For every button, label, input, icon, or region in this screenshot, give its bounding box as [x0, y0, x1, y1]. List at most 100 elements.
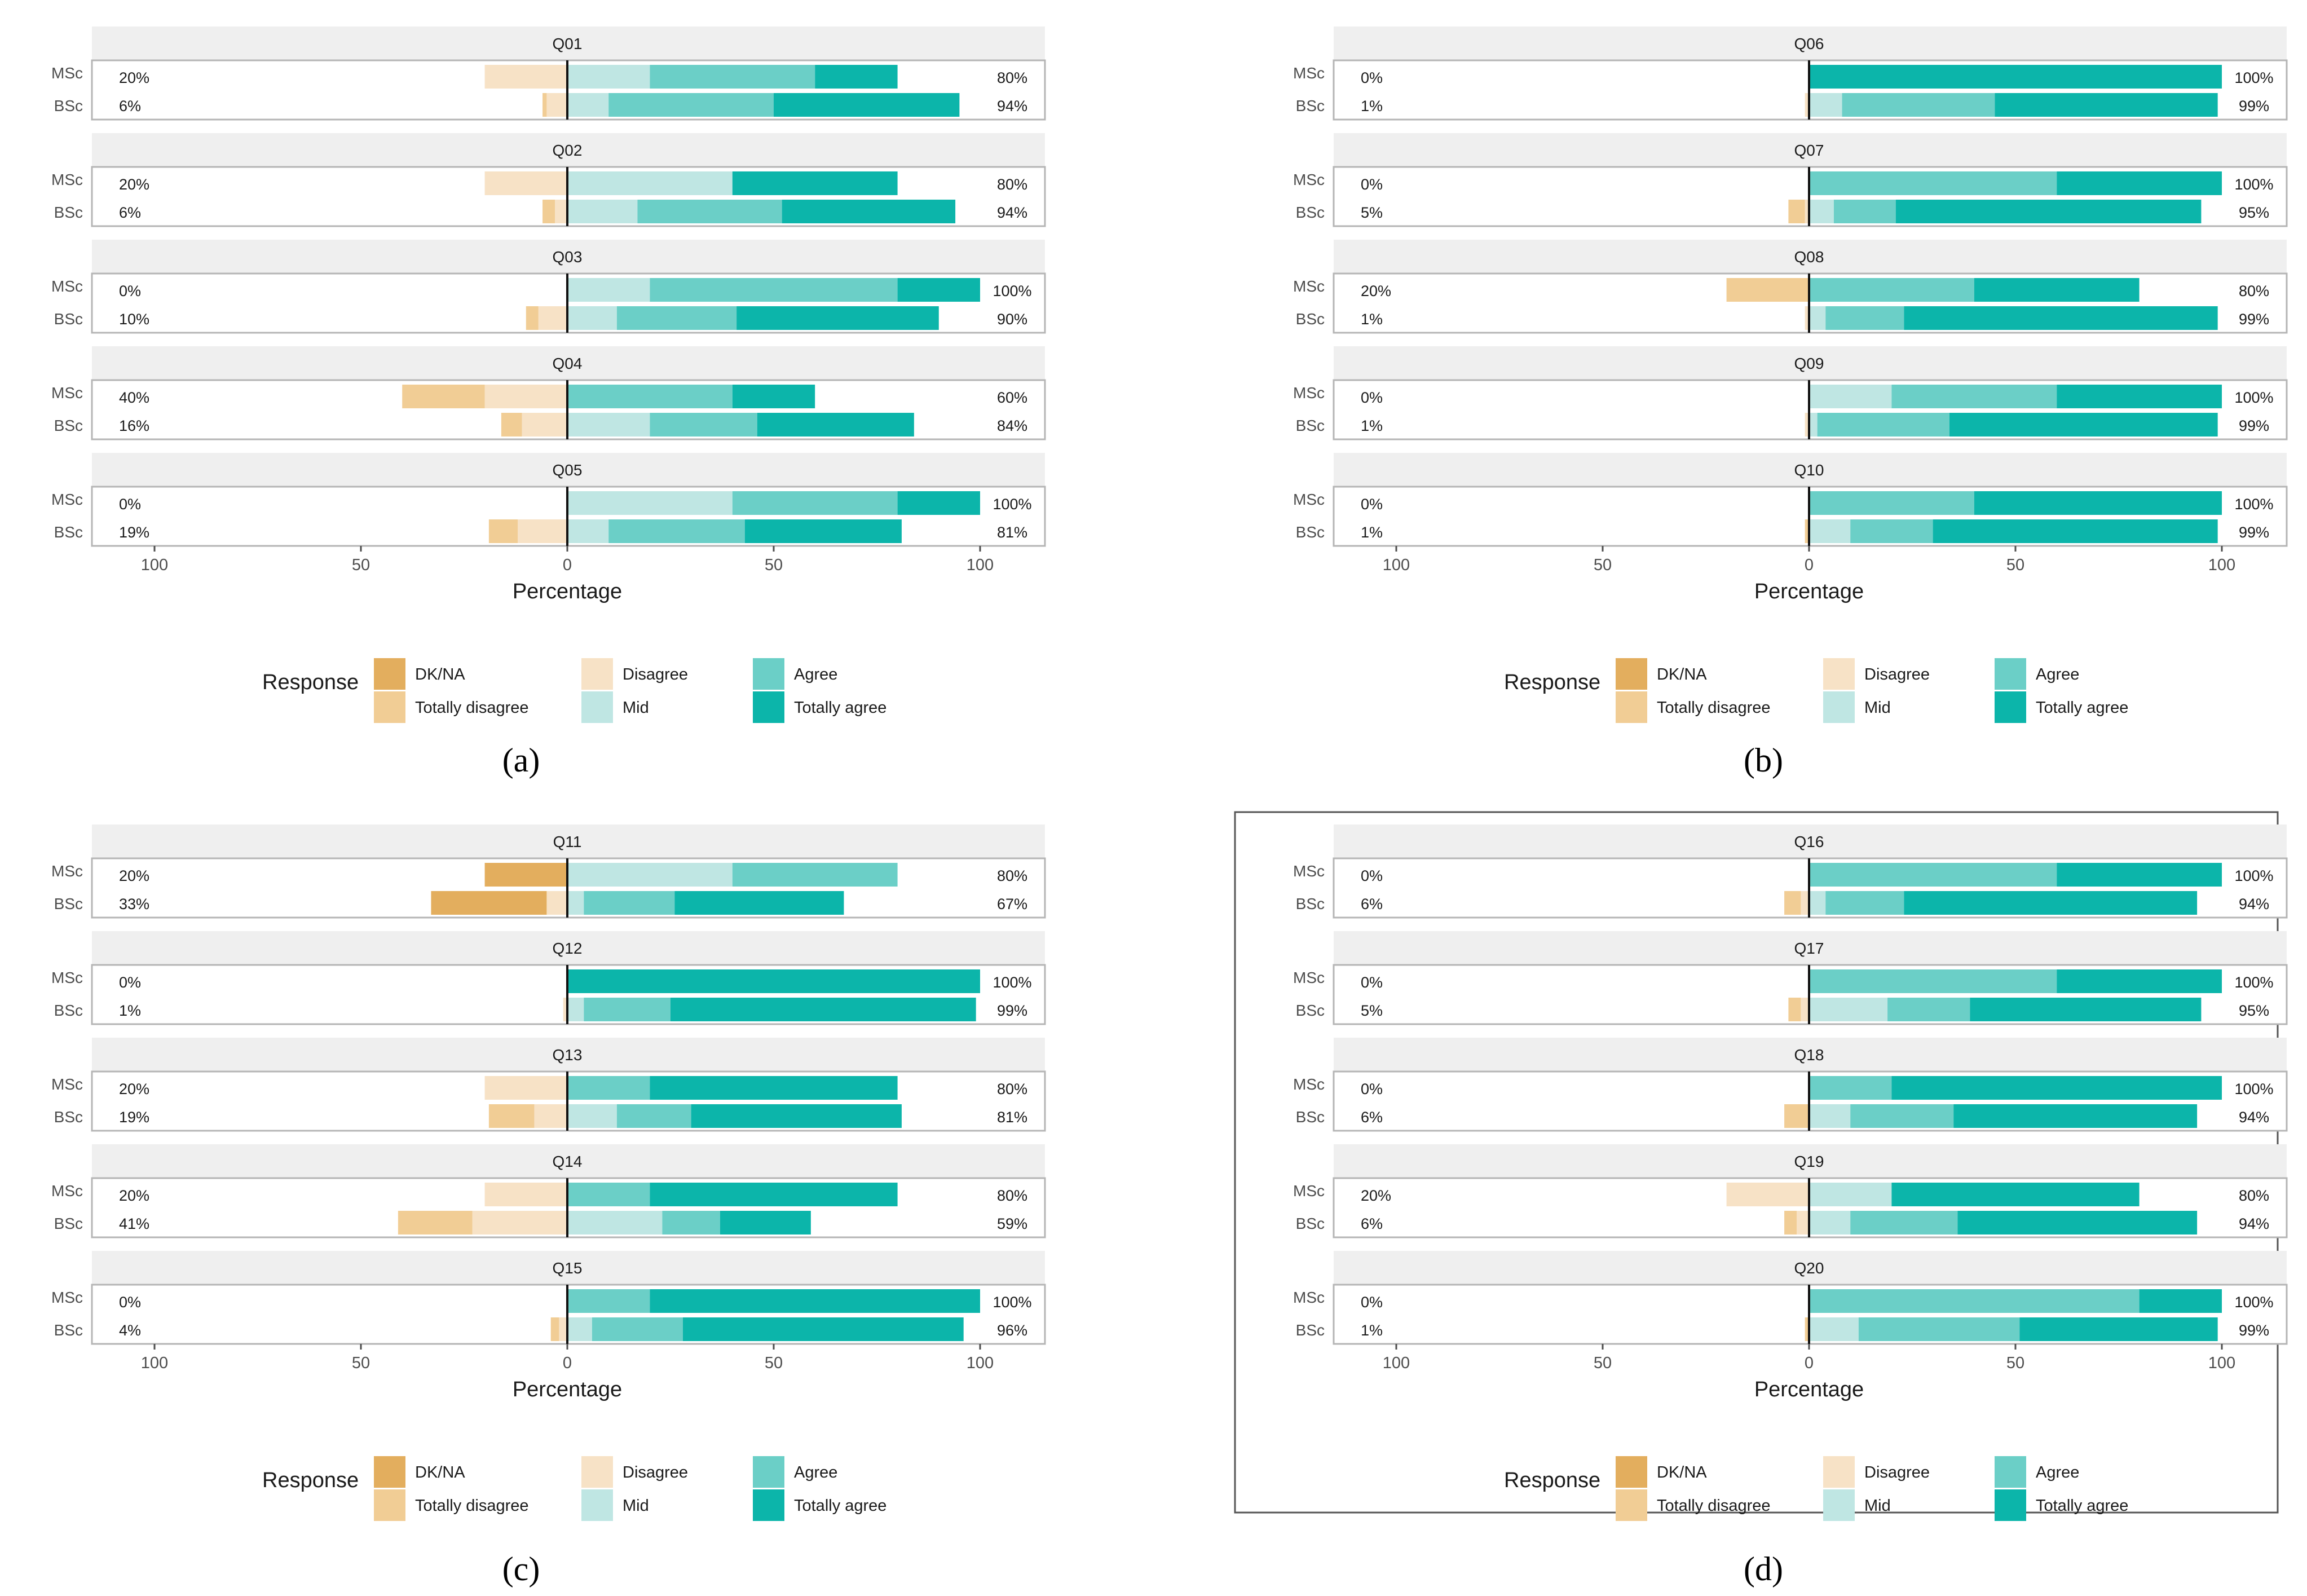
positive-percent-label: 80% — [2239, 283, 2269, 299]
positive-percent-label: 100% — [2234, 176, 2273, 193]
legend: Response DK/NA Totally disagree Disagree Mid… — [1504, 1456, 2128, 1521]
facet-title: Q08 — [1794, 248, 1824, 266]
legend-swatch — [581, 1456, 613, 1488]
x-tick-label: 50 — [2006, 556, 2024, 574]
bar-row-msc: MSc 20% 80% — [51, 64, 1027, 89]
bar-segment-agree — [1891, 385, 2057, 408]
legend-label: Agree — [794, 1463, 837, 1482]
bar-row-msc: MSc 0% 100% — [1293, 64, 2274, 89]
negative-percent-label: 20% — [119, 69, 149, 86]
bar-segment-mid — [567, 65, 650, 89]
bar-segment-agree — [732, 491, 898, 515]
legend-swatch — [581, 691, 613, 723]
bar-segment-agree — [1809, 863, 2057, 887]
chart-panel-b: Q06 MSc 0% 100% BSc 1% 99% Q07 MSc 0% 100% BSc 5% 95%… — [1293, 27, 2288, 779]
negative-percent-label: 33% — [119, 896, 149, 912]
bar-segment-dkna — [431, 891, 547, 915]
group-label: MSc — [51, 491, 83, 508]
legend-swatch — [374, 658, 405, 690]
legend-item-totally-disagree: Totally disagree — [1616, 691, 1771, 723]
negative-percent-label: 5% — [1361, 1002, 1383, 1019]
group-label: MSc — [1293, 1182, 1325, 1200]
legend-item-totally-disagree: Totally disagree — [1616, 1489, 1771, 1521]
x-tick-label: 50 — [1594, 1354, 1612, 1372]
positive-percent-label: 99% — [2239, 98, 2269, 114]
positive-percent-label: 100% — [2234, 867, 2273, 884]
positive-percent-label: 94% — [2239, 1215, 2269, 1232]
bar-segment-totally-agree — [1904, 306, 2218, 330]
legend-item-disagree: Disagree — [581, 658, 688, 690]
bar-segment-totally-agree — [2019, 1317, 2218, 1341]
bar-segment-totally-agree — [1974, 491, 2222, 515]
legend-item-mid: Mid — [1823, 691, 1891, 723]
bar-segment-totally-agree — [682, 1317, 964, 1341]
negative-percent-label: 1% — [1361, 311, 1383, 328]
bar-segment-totally-disagree — [526, 306, 539, 330]
facet-strip — [92, 346, 1045, 380]
group-label: MSc — [51, 1289, 83, 1306]
facet-title: Q06 — [1794, 35, 1824, 52]
legend-item-mid: Mid — [581, 1489, 649, 1521]
group-label: MSc — [51, 384, 83, 402]
bar-row-msc: MSc 0% 100% — [51, 277, 1032, 302]
legend-label: Agree — [2036, 665, 2079, 684]
group-label: BSc — [1296, 1321, 1325, 1339]
bar-segment-agree — [662, 1211, 720, 1235]
legend-label: Mid — [1864, 699, 1891, 717]
negative-percent-label: 20% — [1361, 1187, 1391, 1204]
negative-percent-label: 6% — [119, 98, 141, 114]
bar-segment-disagree — [1805, 413, 1809, 437]
negative-percent-label: 20% — [119, 1081, 149, 1097]
facet-strip — [1334, 27, 2287, 60]
facet-title: Q02 — [553, 142, 583, 159]
x-tick-label: 100 — [1383, 1354, 1410, 1372]
group-label: BSc — [54, 1002, 83, 1019]
panel-caption: (a) — [502, 742, 540, 779]
negative-percent-label: 1% — [1361, 1322, 1383, 1339]
bar-segment-agree — [1887, 998, 1970, 1021]
negative-percent-label: 0% — [1361, 1294, 1383, 1311]
bar-segment-mid — [567, 998, 584, 1021]
legend-label: Totally agree — [794, 699, 886, 717]
bar-row-msc: MSc 0% 100% — [51, 1289, 1032, 1313]
bar-segment-mid — [567, 1317, 592, 1341]
group-label: MSc — [1293, 1075, 1325, 1093]
group-label: BSc — [54, 1215, 83, 1232]
bar-segment-disagree — [546, 93, 567, 117]
negative-percent-label: 0% — [119, 283, 141, 299]
positive-percent-label: 100% — [993, 496, 1031, 513]
legend-swatch — [1995, 658, 2026, 690]
legend-item-totally-agree: Totally agree — [1995, 691, 2128, 723]
bar-segment-totally-agree — [674, 891, 844, 915]
bar-row-msc: MSc 20% 80% — [1293, 277, 2269, 302]
bar-segment-disagree — [484, 171, 567, 195]
bar-segment-disagree — [1726, 1183, 1809, 1206]
negative-percent-label: 20% — [119, 867, 149, 884]
bar-segment-totally-agree — [1895, 200, 2202, 223]
positive-percent-label: 94% — [2239, 1109, 2269, 1126]
bar-segment-totally-agree — [1891, 1076, 2222, 1100]
facet-title: Q03 — [553, 248, 583, 266]
x-tick-label: 50 — [1594, 556, 1612, 574]
bar-segment-totally-agree — [2139, 1289, 2222, 1313]
bar-segment-mid — [567, 491, 733, 515]
facet-q01: Q01 MSc 20% 80% BSc 6% 94% — [51, 27, 1046, 121]
bar-segment-mid — [1809, 306, 1826, 330]
bar-segment-mid — [1809, 93, 1842, 117]
bar-segment-mid — [1809, 891, 1826, 915]
group-label: MSc — [51, 1075, 83, 1093]
positive-percent-label: 67% — [997, 896, 1027, 912]
bar-segment-totally-agree — [1995, 93, 2218, 117]
facet-q19: Q19 MSc 20% 80% BSc 6% 94% — [1293, 1144, 2288, 1238]
x-tick-label: 100 — [2208, 556, 2235, 574]
facet-title: Q01 — [553, 35, 583, 52]
bar-segment-mid — [567, 93, 609, 117]
bar-segment-mid — [1809, 519, 1851, 543]
x-tick-label: 100 — [2208, 1354, 2235, 1372]
negative-percent-label: 0% — [119, 974, 141, 991]
bar-row-msc: MSc 0% 100% — [1293, 1075, 2274, 1100]
facet-title: Q07 — [1794, 142, 1824, 159]
legend-label: Totally disagree — [415, 699, 529, 717]
x-tick-label: 100 — [141, 1354, 168, 1372]
